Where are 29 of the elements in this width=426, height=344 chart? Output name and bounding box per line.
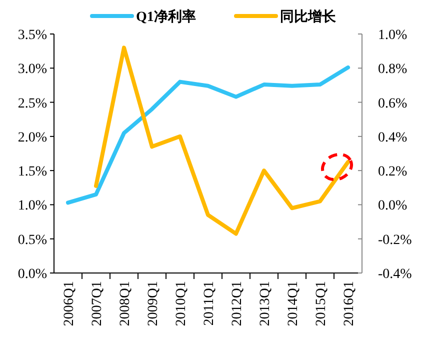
- y2-tick-label: 1.0%: [378, 28, 408, 43]
- x-tick-label: 2015Q1: [314, 281, 329, 326]
- y-tick-label: 2.5%: [18, 96, 48, 112]
- y2-tick-label: 0.8%: [378, 62, 408, 78]
- y-tick-label: 1.5%: [18, 164, 48, 180]
- y-tick-label: 1.0%: [18, 198, 48, 214]
- x-tick-label: 2012Q1: [230, 281, 245, 326]
- y-tick-label: 0.0%: [18, 267, 48, 282]
- y2-tick-label: 0.4%: [378, 130, 408, 146]
- x-tick-label: 2010Q1: [174, 281, 189, 326]
- legend-label: 同比增长: [280, 9, 337, 25]
- y2-tick-label: -0.4%: [378, 267, 412, 282]
- y-tick-label: 3.5%: [18, 28, 48, 43]
- y-tick-label: 2.0%: [18, 130, 48, 146]
- x-tick-label: 2013Q1: [258, 281, 273, 326]
- y-tick-label: 3.0%: [18, 62, 48, 78]
- y-tick-label: 0.5%: [18, 232, 48, 248]
- y2-tick-label: 0.2%: [378, 164, 408, 180]
- x-tick-label: 2011Q1: [202, 281, 217, 326]
- y2-tick-label: 0.6%: [378, 96, 408, 112]
- y2-tick-label: -0.2%: [378, 232, 412, 248]
- x-tick-label: 2006Q1: [62, 281, 77, 326]
- x-tick-label: 2009Q1: [146, 281, 161, 326]
- x-tick-label: 2016Q1: [342, 281, 357, 326]
- x-tick-label: 2007Q1: [90, 281, 105, 326]
- x-tick-label: 2014Q1: [286, 281, 301, 326]
- legend-label: Q1净利率: [136, 8, 196, 25]
- y2-tick-label: 0.0%: [378, 198, 408, 214]
- x-tick-label: 2008Q1: [118, 281, 133, 326]
